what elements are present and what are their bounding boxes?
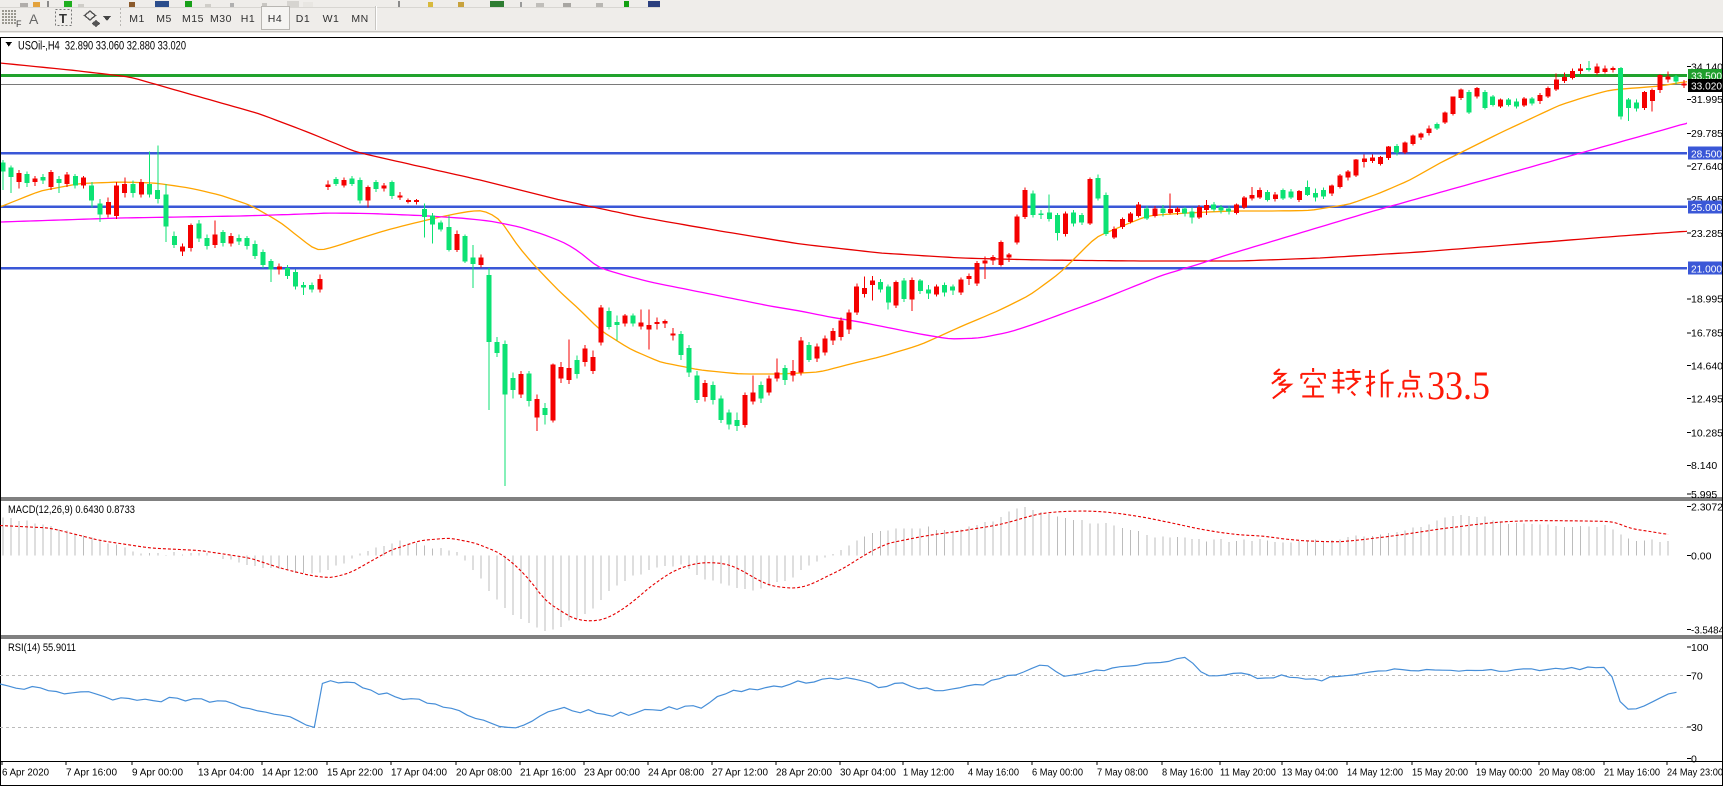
svg-text:14 Apr 12:00: 14 Apr 12:00: [262, 768, 318, 779]
svg-text:33.5: 33.5: [1427, 363, 1490, 408]
svg-text:12.495: 12.495: [1691, 393, 1723, 405]
svg-text:7 May 08:00: 7 May 08:00: [1097, 768, 1148, 779]
svg-text:24 Apr 08:00: 24 Apr 08:00: [648, 768, 704, 779]
svg-text:2.3072: 2.3072: [1691, 501, 1723, 513]
svg-text:W1: W1: [323, 13, 340, 25]
svg-text:20 May 08:00: 20 May 08:00: [1539, 768, 1595, 779]
svg-text:25.000: 25.000: [1691, 202, 1722, 214]
svg-text:8 May 16:00: 8 May 16:00: [1162, 768, 1213, 779]
svg-text:9 Apr 00:00: 9 Apr 00:00: [132, 768, 183, 779]
svg-text:M5: M5: [156, 13, 172, 25]
svg-text:M1: M1: [129, 13, 145, 25]
svg-text:23 Apr 00:00: 23 Apr 00:00: [584, 768, 640, 779]
svg-text:19 May 00:00: 19 May 00:00: [1476, 768, 1532, 779]
svg-text:0.00: 0.00: [1691, 550, 1712, 562]
svg-text:31.995: 31.995: [1691, 94, 1723, 106]
svg-text:1 May 12:00: 1 May 12:00: [903, 768, 954, 779]
svg-text:70: 70: [1691, 670, 1703, 682]
svg-text:24 May 23:00: 24 May 23:00: [1667, 768, 1723, 779]
svg-text:7 Apr 16:00: 7 Apr 16:00: [66, 768, 117, 779]
svg-text:H4: H4: [268, 13, 282, 25]
svg-text:21 Apr 16:00: 21 Apr 16:00: [520, 768, 576, 779]
svg-text:13 Apr 04:00: 13 Apr 04:00: [198, 768, 254, 779]
svg-text:23.285: 23.285: [1691, 228, 1723, 240]
svg-text:13 May 04:00: 13 May 04:00: [1282, 768, 1338, 779]
svg-text:M15: M15: [182, 13, 204, 25]
svg-text:-3.5484: -3.5484: [1691, 624, 1723, 636]
svg-text:T: T: [59, 11, 67, 26]
svg-text:8.140: 8.140: [1691, 460, 1717, 472]
svg-text:17 Apr 04:00: 17 Apr 04:00: [391, 768, 447, 779]
svg-text:21.000: 21.000: [1691, 263, 1722, 275]
svg-text:14 May 12:00: 14 May 12:00: [1347, 768, 1403, 779]
svg-text:28.500: 28.500: [1691, 148, 1722, 160]
svg-text:A: A: [29, 11, 39, 27]
svg-text:18.995: 18.995: [1691, 294, 1723, 306]
svg-text:100: 100: [1691, 642, 1709, 654]
svg-text:6 Apr 2020: 6 Apr 2020: [2, 768, 49, 779]
svg-text:21 May 16:00: 21 May 16:00: [1604, 768, 1660, 779]
svg-text:29.785: 29.785: [1691, 128, 1723, 140]
svg-text:16.785: 16.785: [1691, 328, 1723, 340]
svg-text:M30: M30: [210, 13, 232, 25]
svg-text:20 Apr 08:00: 20 Apr 08:00: [456, 768, 512, 779]
svg-text:5.995: 5.995: [1691, 489, 1717, 501]
svg-text:14.640: 14.640: [1691, 361, 1723, 373]
svg-text:0: 0: [1691, 753, 1697, 765]
svg-text:15 May 20:00: 15 May 20:00: [1412, 768, 1468, 779]
svg-text:4 May 16:00: 4 May 16:00: [968, 768, 1019, 779]
svg-text:RSI(14) 55.9011: RSI(14) 55.9011: [8, 642, 76, 654]
svg-text:30 Apr 04:00: 30 Apr 04:00: [840, 768, 896, 779]
svg-text:27.640: 27.640: [1691, 161, 1723, 173]
svg-text:MACD(12,26,9) 0.6430 0.8733: MACD(12,26,9) 0.6430 0.8733: [8, 504, 135, 516]
svg-text:30: 30: [1691, 722, 1703, 734]
svg-text:H1: H1: [241, 13, 255, 25]
svg-text:33.020: 33.020: [1691, 81, 1722, 93]
svg-text:28 Apr 20:00: 28 Apr 20:00: [776, 768, 832, 779]
svg-text:6 May 00:00: 6 May 00:00: [1032, 768, 1083, 779]
svg-text:11 May 20:00: 11 May 20:00: [1220, 768, 1276, 779]
svg-text:10.285: 10.285: [1691, 427, 1723, 439]
svg-text:D1: D1: [296, 13, 310, 25]
svg-text:MN: MN: [351, 13, 368, 25]
svg-text:27 Apr 12:00: 27 Apr 12:00: [712, 768, 768, 779]
svg-text:15 Apr 22:00: 15 Apr 22:00: [327, 768, 383, 779]
svg-text:USOil-,H4 32.890 33.060 32.88: USOil-,H4 32.890 33.060 32.880 33.020: [18, 41, 186, 53]
svg-text:F: F: [16, 19, 22, 29]
